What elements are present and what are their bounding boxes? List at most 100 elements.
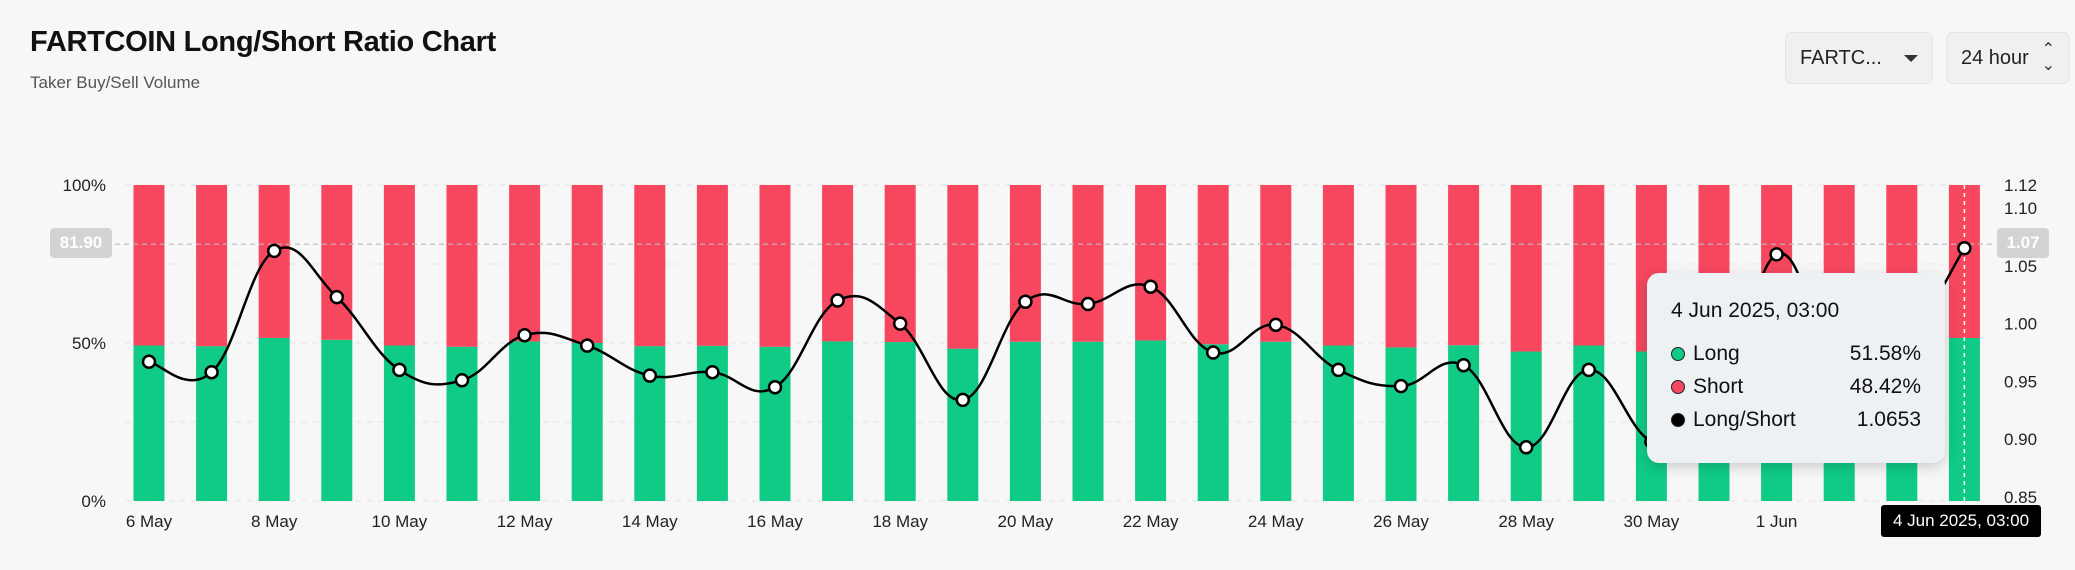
timeframe-select-value: 24 hour [1961,46,2029,69]
ratio-point [1018,294,1033,309]
long-bar [133,345,165,501]
grid-lines [125,184,1985,502]
ratio-point [1957,240,1972,256]
long-bar [1135,340,1167,501]
right-y-axis: 0.85 0.90 0.95 1.00 1.05 1.10 1.12 [2004,176,2037,507]
short-bar [446,185,478,347]
caret-down-icon [1904,54,1918,62]
x-axis-tick: 1 Jun [1756,512,1798,531]
short-bar [634,185,666,347]
ratio-point [454,373,470,388]
right-axis-tick: 1.12 [2004,176,2037,195]
short-bar [947,185,979,349]
x-axis-tick: 12 May [497,512,553,531]
x-axis-tick: 20 May [998,512,1054,531]
long-bar [1009,341,1041,501]
ratio-dot-icon [1671,412,1685,427]
x-axis-tick: 28 May [1498,512,1554,531]
long-dot-icon [1671,346,1685,361]
x-axis-tick: 10 May [372,512,428,531]
ratio-point [642,368,658,383]
x-axis-tick: 6 May [126,512,173,531]
long-bar [1510,351,1542,501]
short-dot-icon [1671,379,1685,394]
short-bar [571,185,603,343]
x-axis-tick: 18 May [872,512,928,531]
tooltip-value: 48.42% [1849,374,1921,398]
x-axis: 6 May 8 May 10 May 12 May 14 May 16 May 18 May… [126,512,1923,531]
short-bar [1573,185,1605,346]
crosshair-right-value: 1.07 [1997,228,2049,258]
long-bar [1385,347,1417,501]
symbol-select[interactable]: FARTC... [1785,32,1933,84]
tooltip-label: Long/Short [1693,407,1796,431]
left-axis-tick: 0% [81,492,106,511]
long-bar [1197,344,1229,501]
right-axis-tick: 1.10 [2004,199,2037,218]
short-bar [321,185,353,340]
ratio-point [1518,440,1534,455]
short-bar [822,185,854,342]
ratio-point [329,289,345,305]
chart-tooltip: 4 Jun 2025, 03:00 Long 51.58% Short 48.4… [1647,273,1945,463]
ratio-point [830,293,845,308]
long-bar [446,346,478,501]
tooltip-value: 1.0653 [1856,407,1921,431]
short-bar [1448,185,1480,346]
x-axis-tick: 8 May [251,512,298,531]
chart-subtitle: Taker Buy/Sell Volume [30,73,201,92]
long-bar [1072,341,1104,501]
ratio-point [1393,378,1409,394]
x-axis-tick: 22 May [1123,512,1179,531]
ratio-point [1143,279,1158,294]
right-axis-tick: 0.85 [2004,488,2037,507]
short-bar [509,185,541,342]
long-bar [258,337,290,501]
ratio-point [1456,358,1471,373]
tooltip-row-short: Short 48.42% [1671,370,1921,403]
ratio-point [204,364,219,380]
tooltip-label: Short [1693,374,1744,398]
long-bar [822,341,854,501]
ratio-point [1080,296,1096,312]
ratio-point [1331,362,1346,378]
long-bar [1260,341,1292,501]
crosshair-left-value: 81.90 [50,228,112,258]
right-axis-tick: 0.95 [2004,372,2037,391]
ratio-point [1205,345,1221,360]
tooltip-row-ratio: Long/Short 1.0653 [1671,403,1921,436]
timeframe-select[interactable]: 24 hour ⌃ ⌄ [1946,32,2070,84]
left-axis-tick: 50% [72,334,106,353]
right-axis-tick: 1.05 [2004,257,2037,276]
tooltip-title: 4 Jun 2025, 03:00 [1671,299,1840,322]
symbol-select-value: FARTC... [1800,46,1882,69]
long-bar [509,341,541,501]
x-axis-tick: 14 May [622,512,678,531]
short-bar [1510,185,1542,352]
chevron-up-down-icon: ⌃ ⌄ [2041,41,2055,74]
short-bar [1009,185,1041,342]
ratio-point [955,392,971,408]
tooltip-label: Long [1693,341,1740,365]
ratio-point [579,338,595,353]
chart-title: FARTCOIN Long/Short Ratio Chart [30,26,496,58]
left-y-axis: 0% 50% 100% [63,176,106,511]
short-bar [1135,185,1167,341]
ratio-point [266,243,282,259]
crosshair-x-label: 4 Jun 2025, 03:00 [1881,505,2041,537]
long-bar [571,343,603,501]
short-bar [1260,185,1292,342]
ratio-point [767,379,783,395]
long-bar [321,339,353,501]
ratio-point [392,362,407,378]
short-bar [383,185,415,346]
short-bar [1385,185,1417,348]
ratio-point [1769,247,1784,262]
long-bar [884,342,916,501]
right-axis-tick: 0.90 [2004,430,2037,449]
ratio-point [141,354,157,370]
short-bar [696,185,728,346]
left-axis-tick: 100% [63,176,106,195]
short-bar [1197,185,1229,345]
x-axis-tick: 24 May [1248,512,1304,531]
